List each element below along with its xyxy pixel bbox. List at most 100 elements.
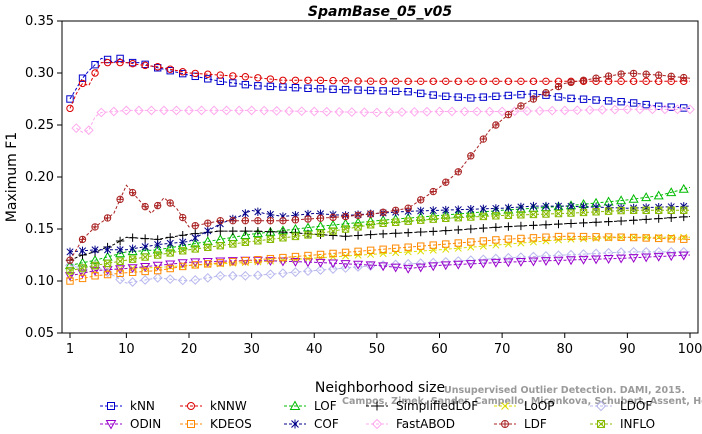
- data-point: [66, 277, 74, 285]
- data-point: [391, 206, 400, 214]
- data-point: [391, 229, 400, 238]
- data-point: [642, 234, 650, 242]
- legend-label: ODIN: [130, 417, 161, 431]
- data-point: [667, 213, 676, 222]
- data-point: [141, 253, 149, 261]
- legend: kNN kNNW LOF SimplifiedLOF LoOP LDOF ODIN KDEOS…: [100, 399, 655, 431]
- data-point: [229, 72, 237, 80]
- data-point: [554, 201, 563, 211]
- data-point: [667, 206, 675, 214]
- data-point: [177, 275, 188, 286]
- data-point: [442, 214, 450, 222]
- data-point: [366, 77, 375, 85]
- data-point: [429, 77, 437, 86]
- data-point: [641, 215, 651, 224]
- data-point: [290, 267, 301, 278]
- data-point: [642, 206, 650, 214]
- data-point: [179, 262, 187, 271]
- data-point: [529, 95, 538, 103]
- data-point: [579, 232, 588, 241]
- data-point: [567, 78, 575, 86]
- data-point: [365, 261, 376, 271]
- data-point: [140, 262, 151, 272]
- data-point: [542, 210, 550, 218]
- data-point: [204, 260, 212, 268]
- data-point: [179, 68, 187, 76]
- data-point: [240, 230, 251, 239]
- data-point: [96, 107, 107, 118]
- data-point: [366, 210, 375, 218]
- data-point: [153, 63, 162, 71]
- data-point: [479, 135, 488, 143]
- data-point: [540, 257, 552, 267]
- legend-item: FastABOD: [366, 417, 455, 431]
- data-point: [428, 257, 439, 268]
- data-point: [478, 259, 489, 269]
- data-point: [542, 237, 550, 245]
- data-point: [190, 275, 201, 285]
- data-point: [229, 79, 237, 87]
- data-point: [279, 253, 287, 262]
- data-point: [103, 214, 112, 222]
- y-tick-label: 0.20: [25, 170, 54, 185]
- series-line: [69, 205, 691, 253]
- data-point: [152, 244, 163, 254]
- data-point: [179, 69, 187, 78]
- data-point: [397, 107, 407, 118]
- data-point: [316, 250, 325, 259]
- legend-label: COF: [314, 417, 339, 431]
- data-point: [190, 258, 201, 268]
- data-point: [584, 105, 595, 115]
- data-point: [107, 402, 115, 410]
- data-point: [128, 233, 137, 242]
- data-point: [503, 258, 514, 268]
- data-point: [509, 106, 520, 117]
- data-point: [492, 236, 500, 244]
- x-tick-label: 70: [494, 342, 511, 357]
- data-point: [379, 249, 387, 258]
- data-point: [171, 105, 182, 116]
- data-point: [629, 99, 638, 107]
- data-point: [204, 226, 212, 236]
- data-point: [503, 252, 514, 263]
- data-point: [254, 82, 262, 90]
- data-point: [177, 240, 188, 250]
- data-point: [190, 238, 201, 248]
- data-point: [529, 221, 538, 230]
- data-point: [542, 89, 550, 97]
- data-point: [329, 85, 337, 93]
- data-point: [66, 95, 74, 103]
- data-point: [316, 229, 325, 237]
- data-point: [454, 205, 462, 214]
- data-point: [227, 270, 238, 281]
- data-point: [454, 93, 462, 101]
- data-point: [179, 247, 187, 255]
- data-point: [228, 226, 238, 236]
- data-point: [440, 256, 451, 267]
- data-point: [529, 238, 537, 246]
- watermark-line-2: Campos, Zimek, Sander, Campello, Micenko…: [342, 396, 702, 407]
- data-point: [515, 257, 526, 267]
- data-point: [91, 272, 99, 280]
- chart-title: SpamBase_05_v05: [308, 4, 452, 20]
- data-point: [680, 73, 688, 82]
- data-point: [391, 218, 400, 226]
- series-line: [69, 235, 691, 282]
- data-point: [641, 246, 652, 257]
- data-point: [78, 79, 87, 88]
- data-point: [303, 266, 313, 277]
- data-point: [628, 193, 639, 203]
- data-point: [465, 207, 476, 217]
- data-point: [617, 233, 625, 242]
- data-point: [554, 93, 563, 101]
- data-point: [204, 219, 212, 227]
- data-point: [329, 76, 337, 85]
- data-point: [484, 106, 495, 117]
- data-point: [309, 106, 320, 117]
- x-tick-label: 20: [181, 342, 198, 357]
- data-point: [404, 204, 412, 212]
- data-point: [127, 277, 138, 287]
- data-point: [497, 106, 508, 117]
- data-point: [647, 104, 658, 115]
- data-point: [66, 266, 74, 275]
